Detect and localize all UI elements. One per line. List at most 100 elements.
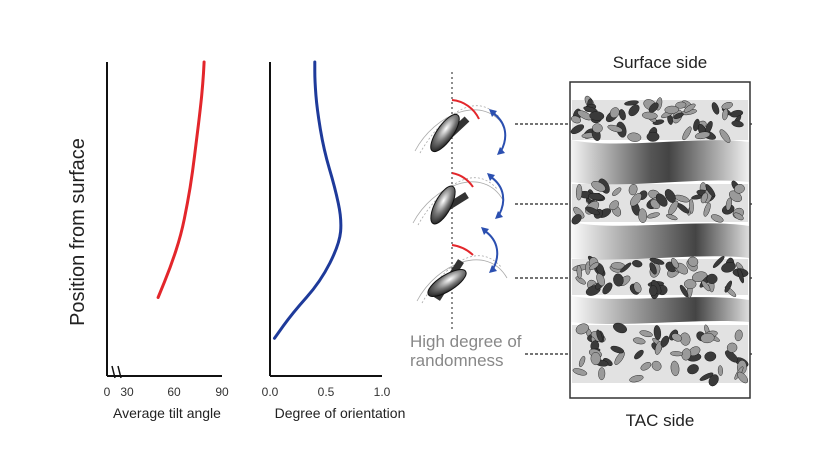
disc-texture-icon	[639, 330, 653, 338]
disc-texture-icon	[570, 115, 582, 124]
disc-texture-icon	[700, 192, 708, 204]
orientation-tick-label: 1.0	[374, 385, 391, 399]
randomness-annotation-line1: High degree of	[410, 332, 522, 351]
disc-texture-icon	[578, 355, 586, 368]
disc-texture-icon	[649, 257, 665, 265]
disc-molecule-icon	[427, 269, 467, 297]
disc-texture-icon	[699, 372, 714, 381]
surface-side-label: Surface side	[613, 53, 708, 72]
tilt-axis-label: Average tilt angle	[113, 405, 221, 421]
disc-texture-icon	[646, 212, 660, 219]
disc-texture-icon	[570, 124, 585, 135]
disc-texture-icon	[602, 282, 613, 295]
disc-texture-icon	[706, 273, 718, 285]
disc-texture-icon	[694, 131, 711, 140]
disc-texture-icon	[588, 192, 604, 201]
disc-texture-icon	[649, 262, 657, 275]
disc-texture-icon	[700, 332, 715, 344]
disc-texture-icon	[589, 262, 600, 271]
molecule-middle	[412, 172, 505, 226]
disc-texture-icon	[717, 365, 723, 376]
disc-texture-icon	[734, 184, 745, 194]
disc-texture-icon	[571, 214, 582, 225]
disc-texture-icon	[609, 200, 619, 211]
rotation-arrow-icon	[484, 230, 499, 270]
disc-texture-icon	[575, 184, 583, 201]
disc-texture-icon	[575, 276, 586, 285]
disc-texture-icon	[671, 333, 682, 342]
randomness-annotation-line2: randomness	[410, 351, 504, 370]
disc-texture-icon	[592, 123, 603, 134]
disc-texture-icon	[670, 351, 684, 357]
orientation-axis-label: Degree of orientation	[275, 405, 406, 421]
angle-arc-icon	[451, 172, 474, 188]
disc-texture-icon	[692, 271, 708, 282]
disc-texture-icon	[640, 362, 652, 371]
disc-texture-icon	[721, 262, 736, 273]
tilt-tick-label: 0	[104, 385, 111, 399]
disc-texture-icon	[683, 103, 696, 113]
disc-texture-icon	[725, 197, 733, 211]
disc-texture-icon	[624, 100, 639, 106]
molecule-bottom	[416, 227, 508, 304]
disc-texture-icon	[689, 198, 694, 214]
disc-texture-icon	[651, 360, 662, 371]
disc-texture-icon	[671, 258, 679, 269]
disc-texture-icon	[585, 206, 600, 216]
disc-texture-icon	[682, 126, 692, 141]
rotation-arrow-icon	[492, 112, 507, 152]
film-band-wave	[571, 222, 749, 260]
disc-texture-icon	[612, 187, 622, 196]
tilt-tick-label: 90	[215, 385, 229, 399]
disc-texture-icon	[607, 124, 623, 133]
disc-texture-icon	[722, 108, 729, 121]
disc-texture-icon	[610, 345, 625, 354]
tilt-axis-break	[111, 365, 122, 379]
disc-texture-icon	[646, 131, 660, 142]
disc-texture-icon	[654, 341, 663, 355]
film-band-wave	[571, 140, 749, 185]
disc-texture-icon	[673, 112, 684, 119]
disc-texture-icon	[703, 202, 711, 217]
disc-texture-icon	[638, 208, 648, 223]
disc-texture-icon	[628, 104, 640, 117]
disc-texture-icon	[627, 132, 642, 142]
disc-texture-icon	[666, 214, 678, 221]
disc-texture-icon	[655, 193, 668, 207]
disc-texture-icon	[596, 329, 603, 343]
disc-texture-icon	[629, 375, 644, 383]
disc-texture-icon	[620, 262, 632, 273]
disc-texture-icon	[704, 351, 717, 362]
disc-texture-icon	[629, 193, 642, 207]
y-axis-title: Position from surface	[67, 138, 89, 326]
disc-texture-icon	[618, 109, 626, 121]
disc-texture-icon	[701, 280, 711, 292]
disc-texture-icon	[679, 284, 689, 298]
disc-texture-icon	[596, 273, 605, 287]
disc-texture-icon	[734, 329, 743, 342]
angle-arc-icon	[451, 99, 480, 120]
disc-texture-icon	[719, 129, 731, 143]
disc-texture-icon	[613, 273, 624, 287]
disc-texture-icon	[733, 212, 744, 221]
tilt-series-line	[156, 60, 206, 299]
disc-texture-icon	[572, 368, 588, 376]
disc-texture-icon	[675, 101, 687, 109]
disc-texture-icon	[710, 214, 724, 223]
disc-texture-icon	[590, 352, 601, 366]
disc-molecule-icon	[430, 185, 456, 225]
orientation-tick-label: 0.0	[262, 385, 279, 399]
disc-texture-icon	[687, 364, 699, 375]
disc-texture-icon	[726, 342, 738, 353]
disc-texture-icon	[628, 183, 638, 196]
disc-texture-icon	[737, 268, 744, 284]
disc-texture-icon	[708, 374, 719, 387]
tilt-tick-label: 30	[120, 385, 134, 399]
disc-texture-icon	[711, 102, 720, 115]
disc-field	[570, 95, 749, 387]
disc-molecule-icon	[430, 113, 460, 153]
disc-texture-icon	[589, 111, 605, 121]
angle-arc-icon	[451, 244, 474, 256]
disc-texture-icon	[653, 325, 662, 341]
